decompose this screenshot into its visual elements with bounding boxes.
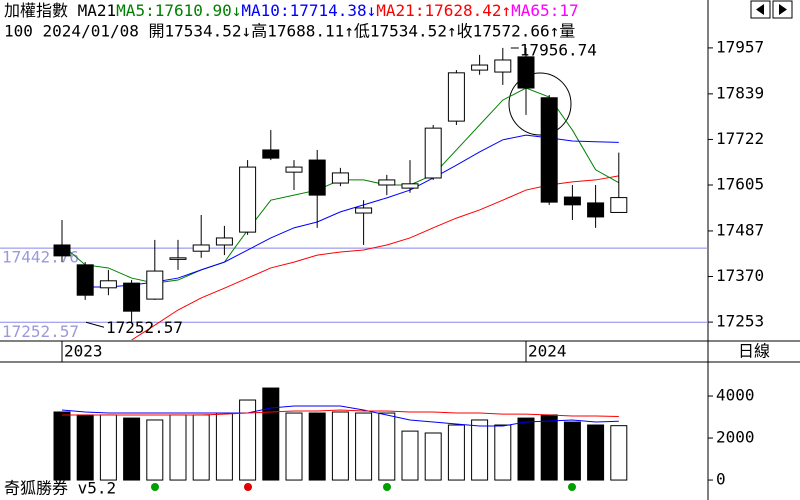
y-tick-label: 0 [716, 470, 726, 489]
volume-bar [471, 419, 489, 481]
ma-line [62, 409, 619, 417]
arrow-icon [756, 4, 764, 15]
header-item: MA5:17610.90 [116, 1, 232, 20]
volume-bar [540, 414, 558, 481]
header-item: MA10:17714.38 [241, 1, 366, 20]
scroll-buttons[interactable] [750, 0, 793, 19]
footer: 奇狐勝券 v5.2 [4, 479, 116, 498]
candle-body [355, 207, 373, 214]
y-tick-label: 2000 [716, 428, 755, 447]
header-item: ↑ [502, 1, 512, 20]
candle-body [447, 72, 465, 122]
y-tick-label: 17957 [716, 37, 764, 56]
annotation: 17956.74 [520, 41, 597, 60]
ma-line [61, 405, 619, 427]
candle-body [587, 202, 605, 218]
y-tick-label: 17253 [716, 312, 764, 331]
volume-bar [378, 412, 396, 481]
candle-body [610, 197, 628, 213]
volume-bar [401, 430, 419, 481]
header-item: ↓ [232, 1, 242, 20]
y-tick-label: 4000 [716, 386, 755, 405]
candle-body [262, 149, 280, 159]
signal-dot [383, 483, 391, 491]
volume-bar [285, 412, 303, 481]
candle-body [146, 270, 164, 300]
candle-body [285, 166, 303, 173]
candle-body [540, 97, 558, 203]
candle-body [517, 56, 535, 89]
header-item: 加權指數 MA21 [4, 1, 116, 20]
candle-body [308, 159, 326, 196]
price-plot [53, 47, 628, 340]
candle-body [239, 166, 257, 233]
volume-bar [169, 414, 187, 481]
period-label: 日線 [738, 342, 770, 361]
y-tick-label: 17839 [716, 83, 764, 102]
candle-body [378, 179, 396, 186]
volume-bar [123, 417, 141, 481]
candle-body [192, 244, 210, 252]
x-tick-label: 2024 [528, 342, 567, 361]
ma-line [131, 175, 619, 340]
info-line: 100 2024/01/08 開17534.52↓高17688.11↑低1753… [4, 22, 575, 41]
volume-bar [587, 424, 605, 481]
candle-body [76, 264, 94, 296]
volume-bar [355, 412, 373, 481]
ref-label: 17252.57 [2, 322, 79, 341]
volume-bar [76, 414, 94, 481]
candle-body [215, 237, 233, 246]
volume-bar [563, 421, 581, 481]
volume-bar [447, 424, 465, 481]
volume-bar [192, 414, 210, 481]
volume-bar [99, 414, 117, 481]
volume-bar [146, 419, 164, 481]
volume-bar [610, 425, 628, 481]
candle-body [99, 280, 117, 289]
volume-bar [239, 399, 257, 481]
volume-bar [517, 417, 535, 481]
arrow-icon [779, 4, 787, 15]
y-tick-label: 17722 [716, 129, 764, 148]
candle-body [471, 64, 489, 71]
candle-body [53, 244, 71, 257]
header-item: ↓ [367, 1, 377, 20]
volume-bar [308, 412, 326, 481]
y-tick-label: 17605 [716, 174, 764, 193]
candle-body [494, 59, 512, 73]
volume-bar [331, 411, 349, 481]
candle-body [123, 282, 141, 312]
header-item: MA21:17628.42 [376, 1, 501, 20]
header-item: MA65:17 [511, 1, 578, 20]
volume-bar [262, 387, 280, 481]
candle-body [401, 183, 419, 189]
candle-body [563, 196, 581, 206]
candle-body [331, 172, 349, 184]
volume-bar [494, 424, 512, 481]
candle-body [424, 127, 442, 179]
candle-body [169, 257, 187, 260]
highlight-circle [508, 72, 572, 136]
signal-dot [151, 483, 159, 491]
y-tick-label: 17487 [716, 220, 764, 239]
volume-bar [53, 411, 71, 481]
x-tick-label: 2023 [64, 342, 103, 361]
annotation: 17252.57 [106, 318, 183, 337]
volume-bar [424, 432, 442, 481]
y-tick-label: 17370 [716, 266, 764, 285]
volume-bar [215, 412, 233, 481]
annotation-leader [85, 321, 105, 328]
signal-dot [244, 483, 252, 491]
signal-dot [568, 483, 576, 491]
panel-header: 加權指數 MA21MA5:17610.90↓MA10:17714.38↓MA21… [4, 1, 579, 20]
ma-line [85, 134, 619, 288]
